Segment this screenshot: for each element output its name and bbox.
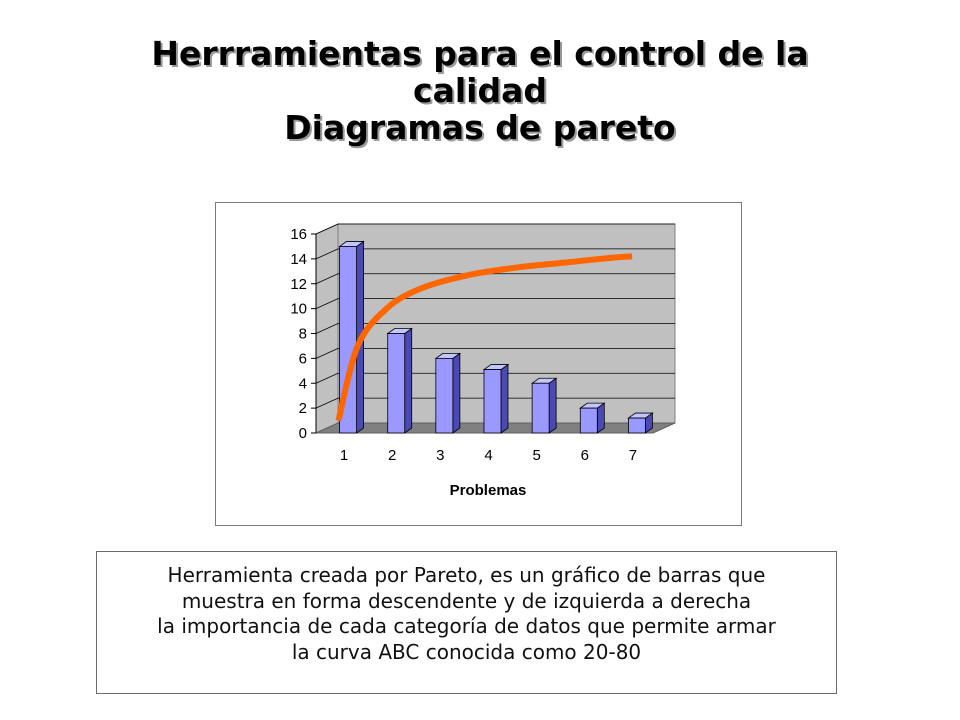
y-tick-label: 6 — [299, 350, 307, 367]
y-axis-ticks: 0 2 4 6 8 10 12 14 16 — [290, 226, 317, 442]
title-subtitle: Diagramas de pareto — [284, 107, 676, 147]
gridline — [315, 298, 675, 309]
y-tick-label: 10 — [290, 301, 307, 318]
bar-front — [483, 369, 502, 434]
title-line-2: calidad — [413, 70, 547, 110]
x-tick-label: 1 — [340, 447, 348, 464]
description-line-4: la curva ABC conocida como 20-80 — [291, 639, 642, 664]
x-axis-ticks: 1 2 3 4 5 6 7 — [340, 447, 637, 464]
bar — [434, 352, 462, 434]
y-tick-label: 12 — [290, 276, 307, 293]
y-tick-label: 4 — [299, 375, 307, 392]
slide-title: Herrramientas para el control de la cali… — [80, 34, 880, 147]
y-tick-label: 16 — [290, 226, 307, 243]
pareto-curve — [335, 253, 633, 422]
chart-curve — [335, 253, 633, 422]
description-line-3: la importancia de cada categoría de dato… — [157, 614, 776, 638]
bar-front — [435, 357, 454, 434]
bar-side — [548, 377, 557, 434]
x-tick-label: 5 — [532, 447, 540, 464]
x-tick-label: 7 — [629, 447, 637, 464]
bar — [579, 402, 606, 434]
gridline — [315, 223, 675, 235]
bar-side — [500, 363, 509, 434]
x-tick-label: 3 — [436, 447, 444, 464]
bar-front — [579, 407, 598, 434]
bar-side — [452, 352, 461, 434]
y-tick-label: 0 — [299, 425, 307, 442]
bar-front — [628, 417, 646, 434]
bar — [482, 363, 510, 434]
gridline — [315, 347, 675, 359]
x-axis-label: Problemas — [450, 482, 527, 499]
gridline — [315, 323, 675, 334]
x-tick-label: 4 — [484, 447, 492, 464]
bar — [627, 412, 654, 434]
bar — [386, 327, 413, 434]
gridline — [315, 372, 675, 384]
gridline — [315, 273, 675, 285]
y-tick-label: 14 — [290, 251, 307, 268]
description-line-2: muestra en forma descendente y de izquie… — [181, 588, 752, 613]
chart-bars — [338, 240, 654, 434]
bar-front — [387, 333, 406, 434]
gridline — [315, 248, 675, 260]
bar-side — [404, 327, 413, 434]
gridline — [315, 397, 675, 409]
title-line-1: Herrramientas para el control de la — [151, 34, 809, 73]
bar — [530, 377, 558, 434]
chart-gridlines — [315, 223, 675, 409]
y-tick-label: 2 — [299, 400, 307, 417]
bar — [338, 240, 365, 434]
description-box: Herramienta creada por Pareto, es un grá… — [96, 551, 837, 694]
x-tick-label: 6 — [581, 447, 589, 464]
description-line-1: Herramienta creada por Pareto, es un grá… — [167, 563, 766, 587]
x-tick-label: 2 — [388, 447, 396, 464]
y-tick-label: 8 — [299, 326, 307, 343]
bar-front — [531, 382, 550, 434]
